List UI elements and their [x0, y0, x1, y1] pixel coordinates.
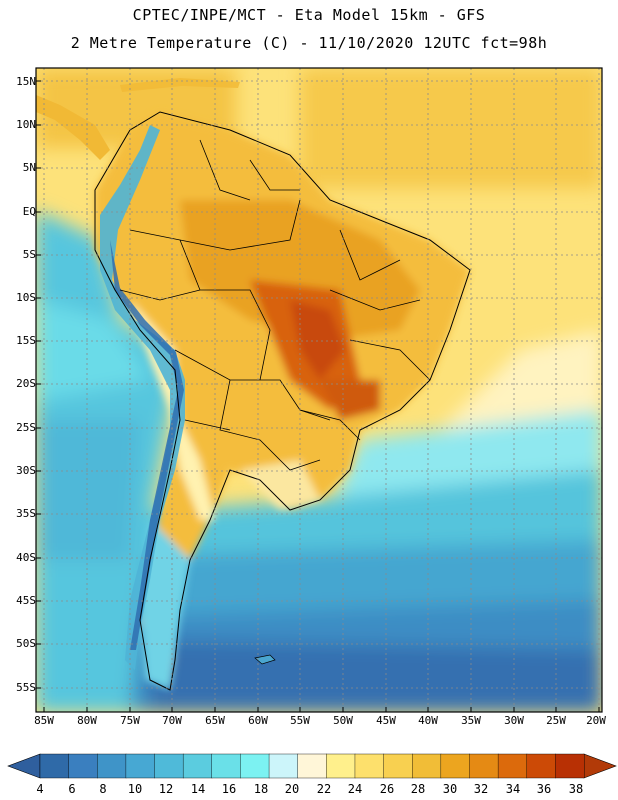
lat-label: 25S [16, 421, 36, 434]
colorbar-cell [211, 753, 241, 779]
lon-label: 65W [205, 714, 225, 727]
colorbar-tick-label: 16 [221, 782, 237, 796]
axis-ticks [36, 80, 600, 712]
colorbar-tick-label: 28 [410, 782, 426, 796]
lat-label: 10N [16, 118, 36, 131]
lat-label: 50S [16, 637, 36, 650]
colorbar-tick-label: 6 [68, 782, 76, 796]
colorbar-cell [125, 753, 156, 779]
colorbar-cell [240, 753, 270, 779]
lat-label: 5N [22, 161, 36, 174]
colorbar-cell [326, 753, 356, 779]
graticule [36, 68, 602, 712]
lon-label: 45W [376, 714, 396, 727]
colorbar-tick-label: 10 [127, 782, 143, 796]
colorbar-cell [526, 753, 556, 779]
lat-label: 15N [16, 75, 36, 88]
colorbar-tick-label: 32 [473, 782, 489, 796]
colorbar-tick-label: 22 [316, 782, 332, 796]
colorbar-tick-label: 20 [284, 782, 300, 796]
lon-label: 25W [546, 714, 566, 727]
colorbar-cell [97, 753, 127, 779]
chart-title: CPTEC/INPE/MCT - Eta Model 15km - GFS [132, 6, 486, 24]
lon-label: 60W [248, 714, 268, 727]
lon-label: 75W [120, 714, 140, 727]
lat-label: 35S [16, 507, 36, 520]
lat-label: 55S [16, 681, 36, 694]
lon-label: 55W [290, 714, 310, 727]
colorbar-tick-label: 26 [379, 782, 395, 796]
colorbar-tick-label: 14 [190, 782, 206, 796]
colorbar-cell [383, 753, 413, 779]
lat-label: 15S [16, 334, 36, 347]
colorbar-tick-label: 18 [253, 782, 269, 796]
colorbar-cell [497, 753, 528, 779]
colorbar-tick-label: 36 [536, 782, 552, 796]
colorbar-cell [268, 753, 299, 779]
colorbar-tick-label: 38 [568, 782, 584, 796]
colorbar-tick-label: 30 [442, 782, 458, 796]
country-borders [119, 139, 431, 471]
colorbar-cell [412, 753, 442, 779]
lon-label: 40W [418, 714, 438, 727]
lon-label: 85W [34, 714, 54, 727]
lat-label: 5S [22, 248, 36, 261]
south-america-land [95, 112, 470, 690]
lat-label: 10S [16, 291, 36, 304]
lon-label: 35W [461, 714, 481, 727]
colorbar-under-arrow [7, 753, 41, 779]
colorbar-cell [354, 753, 385, 779]
colorbar [7, 753, 617, 779]
colorbar-tick-label: 8 [99, 782, 107, 796]
lat-label: 20S [16, 377, 36, 390]
colorbar-tick-label: 24 [347, 782, 363, 796]
lat-label: 40S [16, 551, 36, 564]
map-frame [35, 67, 603, 713]
colorbar-cell [68, 753, 98, 779]
colorbar-cell [469, 753, 499, 779]
lon-label: 50W [333, 714, 353, 727]
temperature-field [36, 68, 602, 712]
colorbar-over-arrow [583, 753, 617, 779]
colorbar-cell [182, 753, 213, 779]
lat-label: 30S [16, 464, 36, 477]
colorbar-cell [555, 753, 585, 779]
colorbar-cell [440, 753, 470, 779]
lon-label: 20W [586, 714, 606, 727]
colorbar-cell [39, 753, 70, 779]
lon-label: 70W [162, 714, 182, 727]
lon-label: 80W [77, 714, 97, 727]
colorbar-tick-label: 12 [158, 782, 174, 796]
colorbar-tick-label: 4 [36, 782, 44, 796]
lat-label: 45S [16, 594, 36, 607]
colorbar-tick-label: 34 [505, 782, 521, 796]
lat-label: EQ [22, 205, 36, 218]
lon-label: 30W [504, 714, 524, 727]
chart-subtitle: 2 Metre Temperature (C) - 11/10/2020 12U… [70, 34, 548, 52]
colorbar-cell [297, 753, 327, 779]
colorbar-cell [154, 753, 184, 779]
